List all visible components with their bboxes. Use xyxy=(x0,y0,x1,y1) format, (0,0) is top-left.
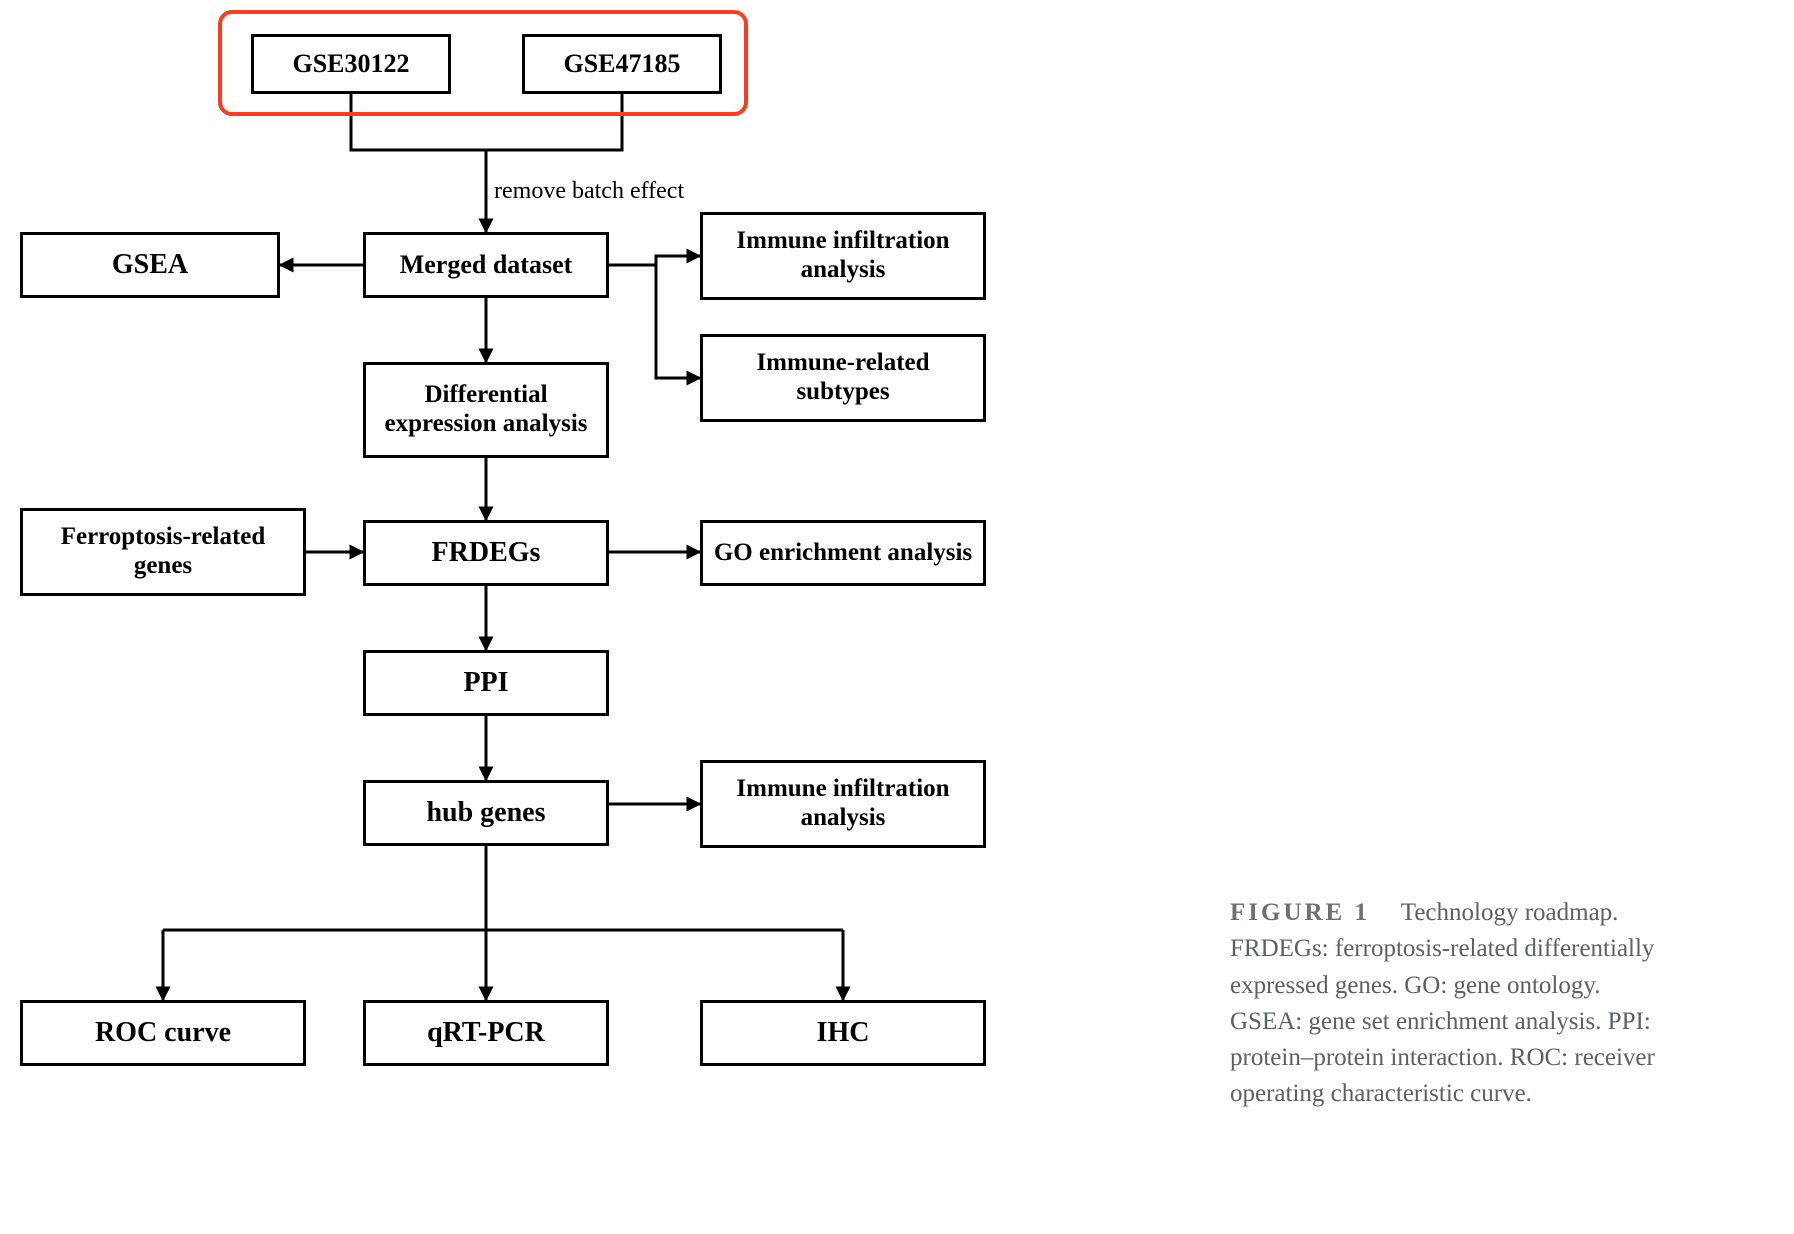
node-gse47185: GSE47185 xyxy=(522,34,722,94)
figure-title: Technology roadmap. xyxy=(1401,899,1619,926)
node-roc: ROC curve xyxy=(20,1000,306,1066)
node-label: qRT-PCR xyxy=(427,1017,545,1049)
caption-line: GSEA: gene set enrichment analysis. PPI: xyxy=(1230,1008,1651,1035)
node-label: Ferroptosis-related genes xyxy=(31,523,295,581)
node-label: GO enrichment analysis xyxy=(714,539,972,568)
node-go-enrichment: GO enrichment analysis xyxy=(700,520,986,586)
node-label: Differential expression analysis xyxy=(374,381,598,439)
node-label: IHC xyxy=(817,1017,870,1049)
node-differential: Differential expression analysis xyxy=(363,362,609,458)
node-ppi: PPI xyxy=(363,650,609,716)
node-label: FRDEGs xyxy=(432,537,541,569)
node-label: PPI xyxy=(463,667,508,699)
edge-label-remove-batch: remove batch effect xyxy=(494,178,684,205)
node-label: GSEA xyxy=(112,249,188,281)
node-hub-genes: hub genes xyxy=(363,780,609,846)
caption-line: expressed genes. GO: gene ontology. xyxy=(1230,972,1601,999)
caption-line: FRDEGs: ferroptosis-related differential… xyxy=(1230,935,1654,962)
node-frdegs: FRDEGs xyxy=(363,520,609,586)
node-label: GSE30122 xyxy=(292,49,409,79)
node-gse30122: GSE30122 xyxy=(251,34,451,94)
node-immune-infiltration: Immune infiltration analysis xyxy=(700,212,986,300)
node-label: hub genes xyxy=(426,797,545,829)
node-merged: Merged dataset xyxy=(363,232,609,298)
node-gsea: GSEA xyxy=(20,232,280,298)
node-label: Immune-related subtypes xyxy=(711,349,975,407)
node-label: GSE47185 xyxy=(563,49,680,79)
node-ferroptosis: Ferroptosis-related genes xyxy=(20,508,306,596)
node-label: Immune infiltration analysis xyxy=(711,227,975,285)
caption-line: operating characteristic curve. xyxy=(1230,1080,1532,1107)
node-ihc: IHC xyxy=(700,1000,986,1066)
node-label: Merged dataset xyxy=(400,250,573,280)
node-immune-subtypes: Immune-related subtypes xyxy=(700,334,986,422)
diagram-stage: GSE30122 GSE47185 GSEA Merged dataset Im… xyxy=(0,0,1794,1234)
node-qrt-pcr: qRT-PCR xyxy=(363,1000,609,1066)
figure-caption: FIGURE 1 Technology roadmap. FRDEGs: fer… xyxy=(1230,895,1655,1113)
figure-label: FIGURE 1 xyxy=(1230,899,1370,926)
caption-line: protein–protein interaction. ROC: receiv… xyxy=(1230,1044,1655,1071)
node-label: ROC curve xyxy=(95,1017,231,1049)
node-immune-infiltration-2: Immune infiltration analysis xyxy=(700,760,986,848)
node-label: Immune infiltration analysis xyxy=(711,775,975,833)
